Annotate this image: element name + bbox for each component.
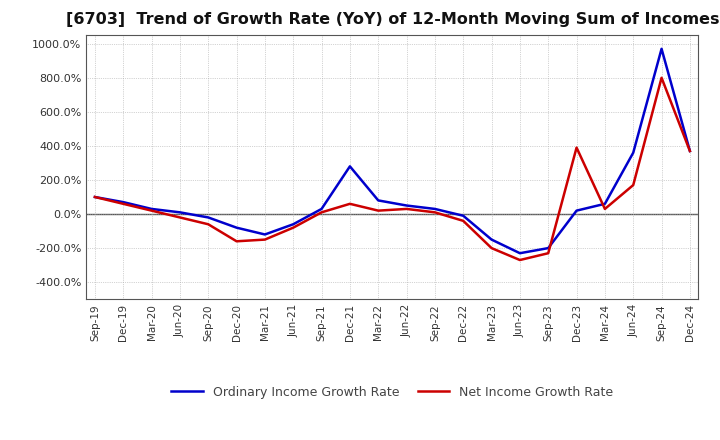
Ordinary Income Growth Rate xyxy=(516,250,524,256)
Ordinary Income Growth Rate xyxy=(346,164,354,169)
Net Income Growth Rate xyxy=(374,208,382,213)
Net Income Growth Rate xyxy=(572,145,581,150)
Line: Net Income Growth Rate: Net Income Growth Rate xyxy=(95,78,690,260)
Net Income Growth Rate xyxy=(233,238,241,244)
Net Income Growth Rate xyxy=(176,215,184,220)
Ordinary Income Growth Rate xyxy=(600,201,609,206)
Ordinary Income Growth Rate xyxy=(91,194,99,200)
Title: [6703]  Trend of Growth Rate (YoY) of 12-Month Moving Sum of Incomes: [6703] Trend of Growth Rate (YoY) of 12-… xyxy=(66,12,719,27)
Ordinary Income Growth Rate xyxy=(629,150,637,155)
Ordinary Income Growth Rate xyxy=(685,148,694,154)
Net Income Growth Rate xyxy=(289,225,297,230)
Line: Ordinary Income Growth Rate: Ordinary Income Growth Rate xyxy=(95,49,690,253)
Net Income Growth Rate xyxy=(402,206,411,212)
Net Income Growth Rate xyxy=(516,257,524,263)
Ordinary Income Growth Rate xyxy=(176,210,184,215)
Ordinary Income Growth Rate xyxy=(487,237,496,242)
Net Income Growth Rate xyxy=(346,201,354,206)
Net Income Growth Rate xyxy=(544,250,552,256)
Net Income Growth Rate xyxy=(318,210,326,215)
Net Income Growth Rate xyxy=(204,222,212,227)
Net Income Growth Rate xyxy=(91,194,99,200)
Ordinary Income Growth Rate xyxy=(318,206,326,212)
Net Income Growth Rate xyxy=(431,210,439,215)
Ordinary Income Growth Rate xyxy=(657,46,666,51)
Ordinary Income Growth Rate xyxy=(431,206,439,212)
Ordinary Income Growth Rate xyxy=(544,246,552,251)
Net Income Growth Rate xyxy=(600,206,609,212)
Ordinary Income Growth Rate xyxy=(402,203,411,208)
Ordinary Income Growth Rate xyxy=(233,225,241,230)
Net Income Growth Rate xyxy=(657,75,666,81)
Ordinary Income Growth Rate xyxy=(459,213,467,218)
Ordinary Income Growth Rate xyxy=(204,215,212,220)
Ordinary Income Growth Rate xyxy=(374,198,382,203)
Legend: Ordinary Income Growth Rate, Net Income Growth Rate: Ordinary Income Growth Rate, Net Income … xyxy=(166,381,618,404)
Ordinary Income Growth Rate xyxy=(119,199,127,205)
Ordinary Income Growth Rate xyxy=(289,222,297,227)
Net Income Growth Rate xyxy=(119,201,127,206)
Ordinary Income Growth Rate xyxy=(148,206,156,212)
Net Income Growth Rate xyxy=(459,218,467,224)
Ordinary Income Growth Rate xyxy=(572,208,581,213)
Ordinary Income Growth Rate xyxy=(261,232,269,237)
Net Income Growth Rate xyxy=(629,183,637,188)
Net Income Growth Rate xyxy=(261,237,269,242)
Net Income Growth Rate xyxy=(148,208,156,213)
Net Income Growth Rate xyxy=(685,148,694,154)
Net Income Growth Rate xyxy=(487,246,496,251)
